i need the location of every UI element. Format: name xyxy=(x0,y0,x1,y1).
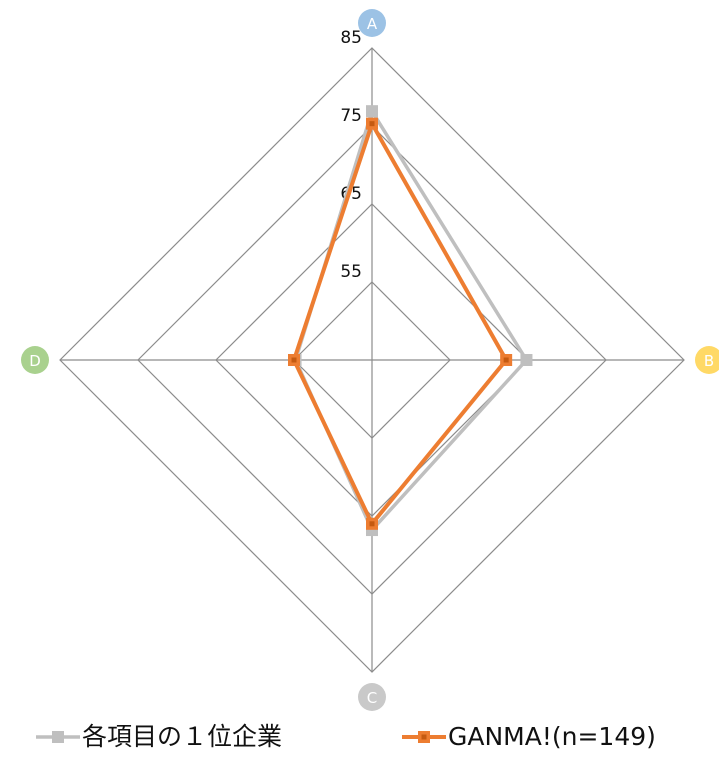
series-marker xyxy=(520,354,533,366)
axis-label: B xyxy=(704,352,714,370)
radar-spokes xyxy=(60,48,684,672)
axis-badge xyxy=(695,346,719,374)
tick-label: 75 xyxy=(340,106,362,126)
radar-axis-labels: A B C D xyxy=(21,9,719,711)
legend-swatch-marker xyxy=(52,731,64,743)
series-marker xyxy=(366,105,378,118)
tick-label: 85 xyxy=(340,28,362,48)
series-marker-core xyxy=(291,357,297,363)
axis-label: A xyxy=(367,15,378,33)
axis-badge xyxy=(358,683,386,711)
series-marker-core xyxy=(369,521,375,527)
legend-swatch-marker-core xyxy=(421,734,427,740)
series-marker-core xyxy=(503,357,509,363)
tick-label: 55 xyxy=(340,262,362,282)
axis-badge xyxy=(358,9,386,37)
radar-series xyxy=(288,105,533,537)
series-marker-core xyxy=(369,121,375,127)
legend-label: GANMA!(n=149) xyxy=(448,722,656,751)
legend-label: 各項目の１位企業 xyxy=(82,722,282,751)
axis-label: D xyxy=(29,352,41,370)
axis-label: C xyxy=(367,689,377,707)
series-line xyxy=(292,121,509,526)
axis-badge xyxy=(21,346,49,374)
legend: 各項目の１位企業 GANMA!(n=149) xyxy=(36,722,656,751)
